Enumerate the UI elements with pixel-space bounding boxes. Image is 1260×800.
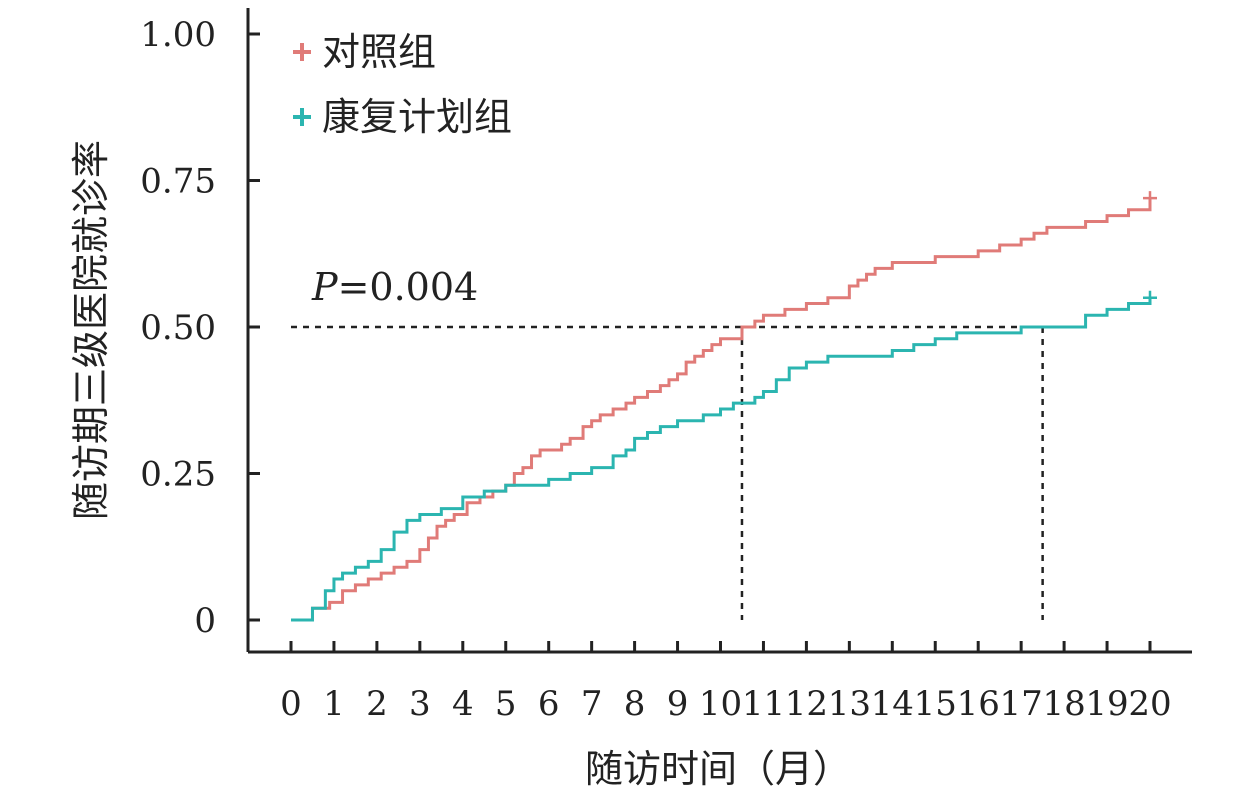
x-tick-label: 15 — [914, 684, 957, 724]
y-tick-label: 0.50 — [140, 308, 216, 348]
x-tick-label: 5 — [495, 684, 517, 724]
x-axis-title: 随访时间（月） — [585, 747, 851, 791]
x-tick-label: 10 — [699, 684, 742, 724]
legend-label: 对照组 — [322, 30, 436, 74]
x-tick-label: 16 — [957, 684, 1000, 724]
y-axis-title: 随访期三级医院就诊率 — [69, 140, 113, 520]
x-tick-label: 1 — [323, 684, 345, 724]
p-value-italic: P — [311, 265, 339, 309]
x-tick-label: 18 — [1042, 684, 1085, 724]
x-tick-label: 20 — [1128, 684, 1171, 724]
reference-lines — [291, 325, 1044, 620]
censor-mark — [1143, 191, 1157, 206]
series-group — [291, 191, 1157, 622]
censor-mark — [1143, 290, 1157, 305]
x-tick-label: 3 — [409, 684, 431, 724]
x-tick-label: 12 — [785, 684, 828, 724]
y-ticks: 0 0.25 0.50 0.75 1.00 — [140, 15, 260, 641]
x-tick-label: 11 — [742, 684, 785, 724]
y-tick-label: 0 — [194, 601, 216, 641]
legend-label: 康复计划组 — [322, 95, 512, 139]
x-tick-label: 13 — [828, 684, 871, 724]
x-tick-label: 9 — [667, 684, 689, 724]
x-ticks: 0 1 2 3 4 5 6 7 8 9 10 11 12 13 14 15 16 17 18 19 20 — [280, 641, 1172, 724]
x-tick-label: 7 — [581, 684, 603, 724]
x-tick-label: 6 — [538, 684, 560, 724]
x-tick-label: 2 — [366, 684, 388, 724]
y-tick-label: 0.75 — [140, 162, 216, 202]
p-value-annotation: P=0.004 — [311, 265, 478, 309]
series-line-1 — [291, 297, 1152, 622]
series-line-0 — [291, 198, 1152, 622]
x-tick-label: 8 — [624, 684, 646, 724]
x-tick-label: 17 — [1000, 684, 1043, 724]
legend-marker — [293, 108, 311, 126]
x-tick-label: 19 — [1085, 684, 1128, 724]
x-tick-label: 14 — [871, 684, 914, 724]
p-value-number: =0.004 — [338, 265, 479, 309]
x-tick-label: 0 — [280, 684, 302, 724]
x-tick-label: 4 — [452, 684, 474, 724]
y-tick-label: 0.25 — [140, 455, 216, 495]
y-tick-label: 1.00 — [140, 15, 216, 55]
legend-marker — [293, 43, 311, 61]
